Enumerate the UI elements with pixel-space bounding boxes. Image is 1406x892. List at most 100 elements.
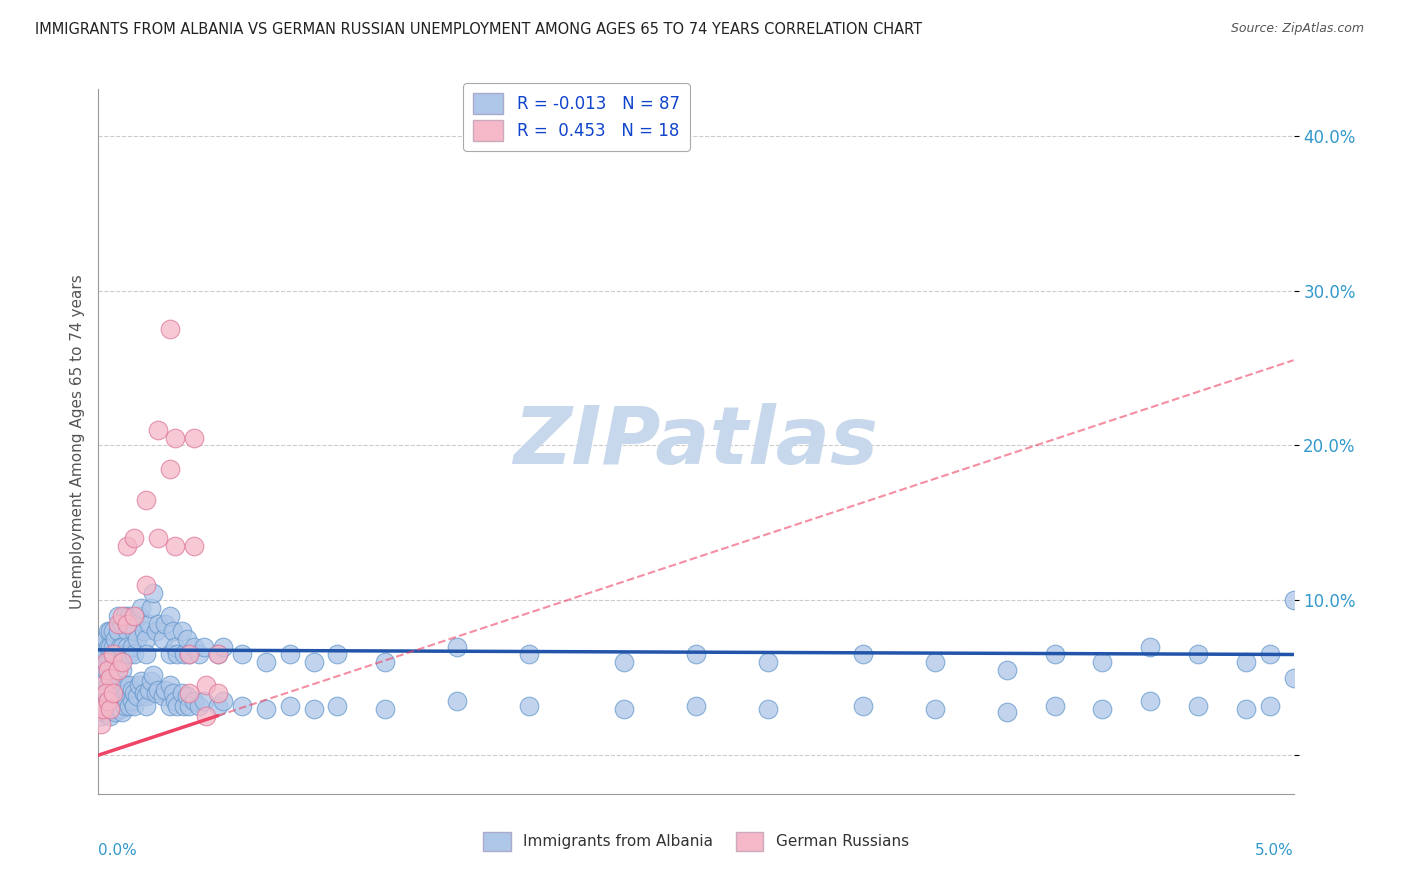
- Point: [254, 655, 277, 669]
- Point: [179, 686, 201, 700]
- Point: [163, 431, 186, 445]
- Point: [231, 698, 253, 713]
- Point: [101, 686, 124, 700]
- Point: [91, 678, 114, 692]
- Point: [94, 663, 117, 677]
- Point: [278, 648, 301, 662]
- Point: [139, 673, 162, 688]
- Point: [135, 492, 157, 507]
- Point: [183, 694, 205, 708]
- Point: [254, 702, 277, 716]
- Point: [107, 698, 129, 713]
- Point: [135, 578, 157, 592]
- Point: [148, 683, 170, 698]
- Point: [98, 671, 122, 685]
- Point: [98, 702, 122, 716]
- Point: [152, 690, 174, 704]
- Point: [111, 683, 134, 698]
- Point: [97, 678, 120, 692]
- Point: [111, 705, 134, 719]
- Point: [183, 539, 205, 553]
- Point: [91, 705, 114, 719]
- Point: [173, 648, 195, 662]
- Point: [159, 648, 181, 662]
- Point: [98, 640, 122, 654]
- Point: [148, 423, 170, 437]
- Point: [145, 624, 167, 639]
- Point: [97, 624, 120, 639]
- Point: [302, 702, 325, 716]
- Point: [179, 648, 201, 662]
- Point: [517, 698, 540, 713]
- Point: [145, 686, 167, 700]
- Point: [111, 694, 134, 708]
- Point: [155, 616, 177, 631]
- Point: [1091, 702, 1114, 716]
- Point: [94, 705, 117, 719]
- Point: [211, 640, 233, 654]
- Point: [91, 702, 114, 716]
- Point: [101, 694, 124, 708]
- Legend: Immigrants from Albania, German Russians: Immigrants from Albania, German Russians: [477, 826, 915, 856]
- Point: [852, 648, 875, 662]
- Point: [128, 678, 150, 692]
- Point: [121, 694, 143, 708]
- Point: [90, 678, 112, 692]
- Point: [98, 702, 122, 716]
- Point: [124, 624, 146, 639]
- Point: [176, 632, 198, 646]
- Point: [756, 655, 779, 669]
- Point: [94, 632, 117, 646]
- Point: [97, 694, 120, 708]
- Point: [852, 698, 875, 713]
- Point: [94, 655, 117, 669]
- Point: [91, 640, 114, 654]
- Point: [101, 648, 124, 662]
- Point: [107, 663, 129, 677]
- Point: [179, 648, 201, 662]
- Point: [90, 709, 112, 723]
- Point: [1282, 671, 1305, 685]
- Point: [114, 698, 136, 713]
- Point: [302, 655, 325, 669]
- Point: [111, 616, 134, 631]
- Point: [98, 624, 122, 639]
- Point: [98, 683, 122, 698]
- Point: [162, 686, 184, 700]
- Point: [1282, 593, 1305, 607]
- Point: [1187, 698, 1209, 713]
- Point: [118, 608, 141, 623]
- Y-axis label: Unemployment Among Ages 65 to 74 years: Unemployment Among Ages 65 to 74 years: [69, 274, 84, 609]
- Point: [114, 648, 136, 662]
- Point: [97, 655, 120, 669]
- Point: [176, 690, 198, 704]
- Point: [98, 671, 122, 685]
- Point: [756, 702, 779, 716]
- Point: [101, 624, 124, 639]
- Point: [125, 690, 148, 704]
- Point: [163, 694, 186, 708]
- Point: [91, 698, 114, 713]
- Point: [131, 601, 153, 615]
- Point: [924, 702, 946, 716]
- Point: [172, 624, 194, 639]
- Point: [108, 694, 131, 708]
- Point: [135, 648, 157, 662]
- Point: [115, 539, 138, 553]
- Point: [163, 539, 186, 553]
- Point: [148, 616, 170, 631]
- Point: [111, 640, 134, 654]
- Point: [152, 632, 174, 646]
- Text: Source: ZipAtlas.com: Source: ZipAtlas.com: [1230, 22, 1364, 36]
- Point: [101, 655, 124, 669]
- Point: [517, 648, 540, 662]
- Point: [183, 431, 205, 445]
- Point: [173, 698, 195, 713]
- Point: [98, 655, 122, 669]
- Point: [995, 705, 1018, 719]
- Point: [124, 698, 146, 713]
- Point: [128, 608, 150, 623]
- Point: [613, 655, 636, 669]
- Point: [195, 709, 218, 723]
- Point: [613, 702, 636, 716]
